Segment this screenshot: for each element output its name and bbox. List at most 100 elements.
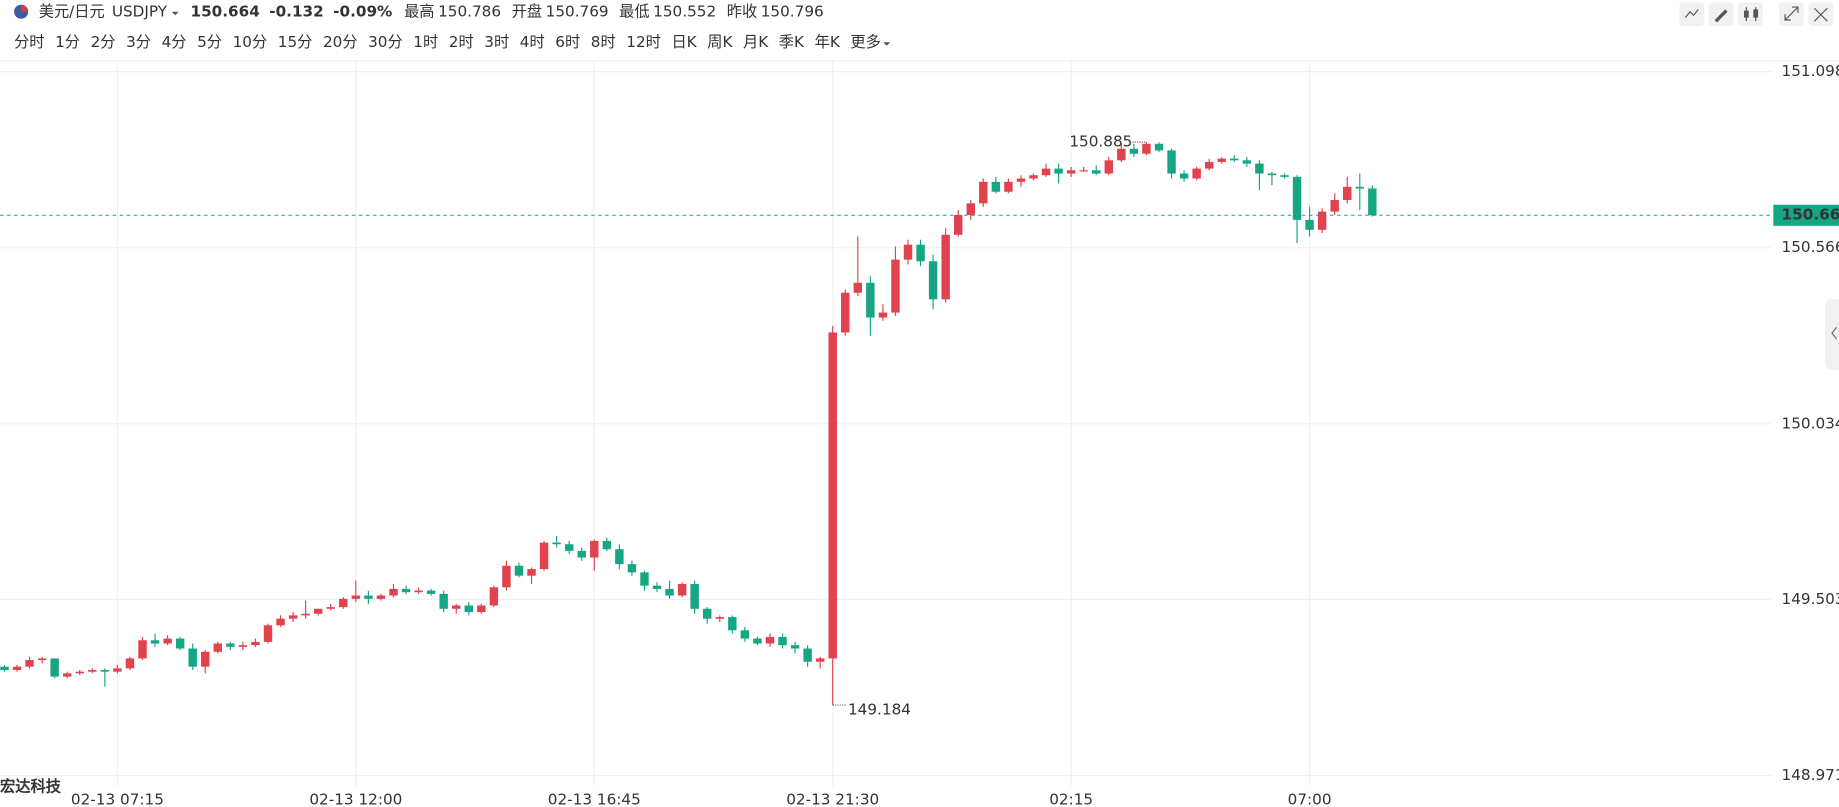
candle-body xyxy=(226,643,235,647)
candle-body xyxy=(740,630,750,639)
period-tab[interactable]: 5分 xyxy=(197,33,222,51)
candle-body xyxy=(251,641,260,646)
candle-body xyxy=(1343,186,1352,201)
candle-body xyxy=(815,658,825,662)
candle-body xyxy=(175,638,185,649)
period-tab[interactable]: 月K xyxy=(743,33,769,51)
stat-label: 最低 xyxy=(619,2,649,20)
period-tab[interactable]: 季K xyxy=(779,33,805,51)
price-change: -0.132 xyxy=(269,2,324,20)
candle-body xyxy=(1041,168,1051,176)
candle-body xyxy=(263,625,273,642)
watermark: 宏达科技 xyxy=(0,778,62,796)
period-tab[interactable]: 年K xyxy=(815,33,841,51)
candle-body xyxy=(1355,186,1365,189)
stat-value: 150.552 xyxy=(653,2,716,20)
candle-body xyxy=(1280,175,1289,177)
period-tab[interactable]: 30分 xyxy=(368,33,403,51)
period-tab[interactable]: 2时 xyxy=(449,33,474,51)
candle-body xyxy=(941,234,950,300)
candle-body xyxy=(313,608,323,614)
candle-body xyxy=(1330,200,1339,212)
y-tick-label: 148.971 xyxy=(1782,766,1839,784)
symbol-caret xyxy=(171,11,179,16)
candle-body xyxy=(916,244,925,262)
chart-type-icon xyxy=(1744,10,1749,18)
period-tab[interactable]: 20分 xyxy=(323,33,358,51)
candle-body xyxy=(728,617,737,631)
price-change-pct: -0.09% xyxy=(333,2,392,20)
candle-body xyxy=(213,643,223,652)
side-tab[interactable] xyxy=(1824,299,1839,370)
candle-body xyxy=(841,292,850,333)
close-icon xyxy=(1813,7,1828,22)
candle-body xyxy=(138,640,147,659)
period-tab[interactable]: 3分 xyxy=(126,33,151,51)
candle-body xyxy=(640,572,649,586)
more-caret xyxy=(883,42,891,46)
candle-body xyxy=(1179,173,1189,179)
period-tab[interactable]: 周K xyxy=(707,33,733,51)
candle-body xyxy=(702,608,712,619)
candle-body xyxy=(878,312,888,318)
x-tick-label: 02-13 07:15 xyxy=(71,790,164,807)
stat-label: 昨收 xyxy=(727,2,757,20)
x-tick-label: 07:00 xyxy=(1288,790,1332,807)
candle-body xyxy=(1368,188,1377,216)
y-tick-label: 149.503 xyxy=(1782,590,1839,608)
period-tab[interactable]: 2分 xyxy=(91,33,116,51)
period-tab[interactable]: 4时 xyxy=(520,33,545,51)
side-tab-icon xyxy=(1831,326,1838,340)
candle-body xyxy=(1167,150,1176,174)
candle-body xyxy=(1204,161,1214,169)
candle-body xyxy=(50,658,59,677)
x-tick-label: 02-13 21:30 xyxy=(786,790,879,807)
candle-body xyxy=(514,565,524,576)
period-tab[interactable]: 8时 xyxy=(591,33,616,51)
toolbar-buttons xyxy=(1679,2,1834,26)
period-tab[interactable]: 3时 xyxy=(484,33,509,51)
candle-body xyxy=(37,658,47,661)
candle-body xyxy=(489,587,499,606)
stat-value: 150.796 xyxy=(761,2,824,20)
candle-body xyxy=(1129,148,1139,154)
period-tab[interactable]: 1分 xyxy=(55,33,80,51)
candle-body xyxy=(1292,176,1302,220)
candle-body xyxy=(1142,143,1151,154)
x-tick-label: 02-13 16:45 xyxy=(548,790,641,807)
candle-body xyxy=(552,542,561,545)
candle-body xyxy=(301,613,310,616)
candle-body xyxy=(326,607,335,609)
period-tab[interactable]: 6时 xyxy=(555,33,580,51)
period-tab[interactable]: 日K xyxy=(671,33,697,51)
fullscreen-icon xyxy=(1784,6,1799,21)
chart-type-button[interactable] xyxy=(1738,2,1763,26)
period-tab[interactable]: 12时 xyxy=(626,33,661,51)
overlay: 150.664 150.885 149.184 宏达科技 xyxy=(0,133,1839,796)
period-tab[interactable]: 分时 xyxy=(14,33,44,51)
candle-body xyxy=(163,638,172,644)
candle-body xyxy=(1117,148,1126,161)
min-label: 149.184 xyxy=(848,700,911,718)
period-tab[interactable]: 1时 xyxy=(413,33,438,51)
candle-body xyxy=(1004,181,1013,192)
period-tab[interactable]: 10分 xyxy=(233,33,268,51)
stat-value: 150.786 xyxy=(438,2,501,20)
period-tab[interactable]: 更多 xyxy=(850,33,880,51)
candle-body xyxy=(1154,143,1164,151)
candles xyxy=(0,142,1377,706)
candle-body xyxy=(753,638,762,644)
last-price-tag xyxy=(1773,204,1839,226)
period-tab[interactable]: 15分 xyxy=(278,33,313,51)
candle-body xyxy=(401,588,411,593)
candle-body xyxy=(62,673,72,677)
candle-body xyxy=(1217,158,1226,162)
candle-body xyxy=(276,618,285,626)
period-tab[interactable]: 4分 xyxy=(162,33,187,51)
candle-body xyxy=(803,648,812,662)
candle-body xyxy=(891,259,900,313)
candle-body xyxy=(903,244,913,260)
candle-body xyxy=(539,542,549,570)
last-price: 150.664 xyxy=(190,2,259,20)
